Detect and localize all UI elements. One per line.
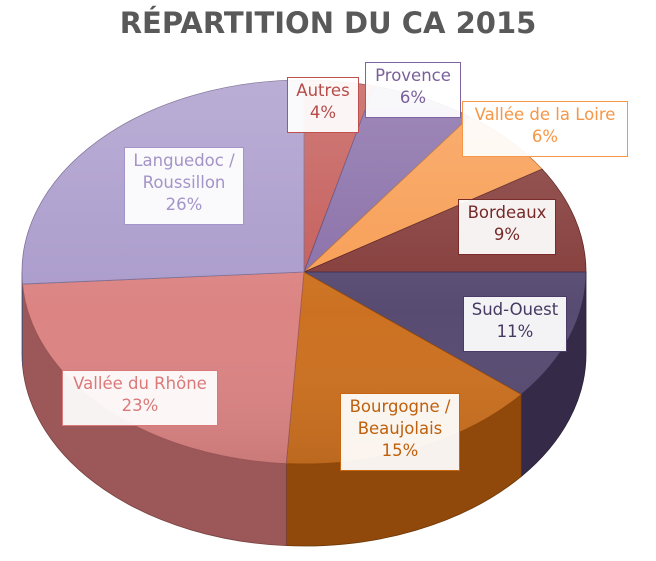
data-label-name: Languedoc / [133, 151, 235, 170]
data-label-vallee-de-la-loire: Vallée de la Loire 6% [462, 101, 628, 157]
data-label-value: 6% [531, 127, 559, 146]
data-label-sud-ouest: Sud-Ouest 11% [463, 296, 567, 352]
data-label-name: Autres [296, 81, 350, 100]
data-label-value: 15% [381, 441, 419, 460]
data-label-languedoc-roussillon: Languedoc / Roussillon 26% [124, 147, 244, 225]
data-label-name: Beaujolais [357, 419, 443, 438]
data-label-name: Provence [375, 66, 451, 85]
data-label-bordeaux: Bordeaux 9% [458, 199, 556, 255]
data-label-name: Roussillon [142, 173, 226, 192]
data-label-value: 9% [493, 225, 521, 244]
data-label-value: 26% [165, 195, 203, 214]
data-label-value: 11% [496, 322, 534, 341]
data-label-name: Bordeaux [467, 203, 547, 222]
chart-title: RÉPARTITION DU CA 2015 [119, 6, 537, 40]
data-label-name: Bourgogne / [349, 397, 451, 416]
data-label-provence: Provence 6% [365, 62, 461, 118]
data-label-value: 4% [309, 103, 337, 122]
data-label-name: Vallée du Rhône [73, 374, 207, 393]
data-label-value: 23% [121, 396, 159, 415]
data-label-bourgogne-beaujolais: Bourgogne / Beaujolais 15% [340, 393, 460, 471]
data-label-vallee-du-rhone: Vallée du Rhône 23% [62, 370, 218, 426]
data-label-value: 6% [399, 88, 427, 107]
data-label-name: Sud-Ouest [471, 300, 559, 319]
data-label-name: Vallée de la Loire [474, 105, 616, 124]
data-label-autres: Autres 4% [287, 77, 359, 133]
